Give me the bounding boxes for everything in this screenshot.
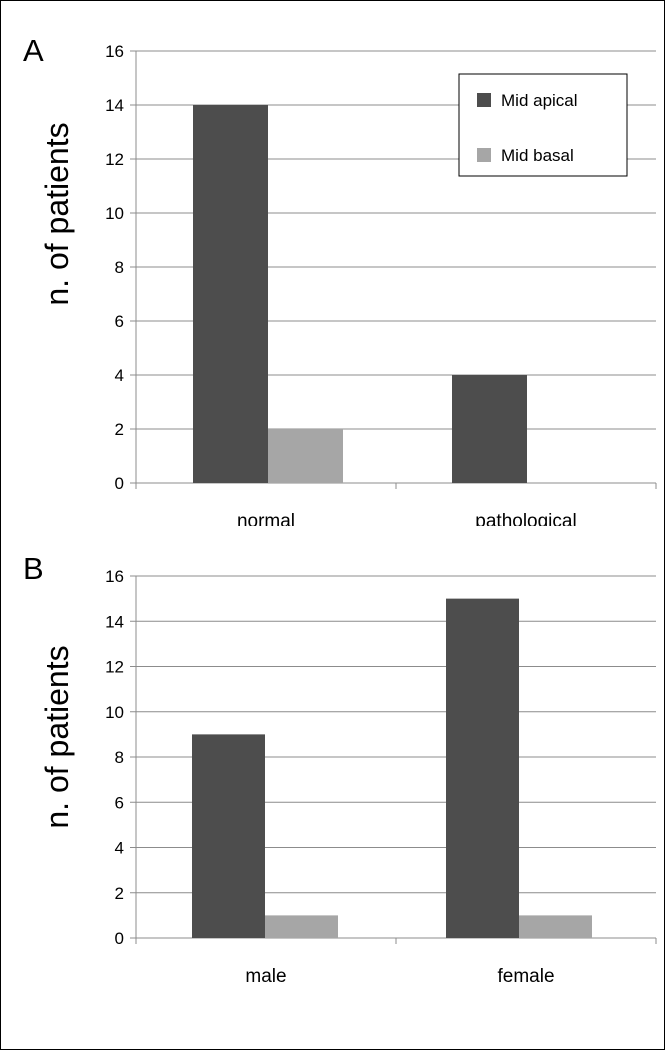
y-tick-label: 16	[105, 567, 124, 586]
y-tick-label: 12	[105, 150, 124, 169]
panel-label-a: A	[23, 33, 44, 68]
y-tick-label: 10	[105, 204, 124, 223]
chart-panel-a: A n. of patients 0 2 4 6 8 10 12 14 16 normal path…	[23, 33, 657, 526]
y-tick-label: 14	[105, 96, 124, 115]
y-tick-label: 4	[115, 366, 124, 385]
y-tick-label: 16	[105, 42, 124, 61]
legend-label-mid-basal: Mid basal	[501, 146, 574, 165]
plot-area-a: 0 2 4 6 8 10 12 14 16 normal pathological	[105, 42, 657, 526]
x-category-label: normal	[237, 511, 295, 526]
legend-a: Mid apical Mid basal	[458, 73, 628, 177]
panel-label-b: B	[23, 551, 44, 586]
y-tick-label: 0	[115, 474, 124, 493]
y-tick-label: 2	[115, 420, 124, 439]
y-tick-label: 6	[115, 312, 124, 331]
y-tick-label: 0	[115, 929, 124, 948]
y-tick-label: 6	[115, 793, 124, 812]
bar-mid-basal-male	[265, 915, 338, 938]
legend-swatch-mid-basal	[477, 148, 491, 162]
y-tick-label: 12	[105, 658, 124, 677]
y-axis-label-a: n. of patients	[39, 122, 75, 305]
y-tick-label: 2	[115, 884, 124, 903]
x-category-label: pathological	[475, 511, 576, 526]
bar-mid-basal-normal	[268, 429, 343, 483]
bar-mid-apical-female	[446, 598, 519, 938]
bar-mid-apical-normal	[193, 105, 268, 483]
y-tick-label: 14	[105, 612, 124, 631]
chart-panel-b: B n. of patients 0 2 4 6 8 10 12 14 16 male female	[23, 551, 657, 987]
y-tick-label: 10	[105, 703, 124, 722]
x-category-label: female	[497, 966, 554, 987]
legend-label-mid-apical: Mid apical	[501, 91, 578, 110]
bar-mid-apical-pathological	[452, 375, 527, 483]
legend-swatch-mid-apical	[477, 93, 491, 107]
y-axis-label-b: n. of patients	[39, 645, 75, 828]
x-category-label: male	[245, 966, 286, 987]
bar-mid-apical-male	[192, 734, 265, 938]
plot-area-b: 0 2 4 6 8 10 12 14 16 male female	[105, 567, 657, 987]
y-tick-label: 8	[115, 748, 124, 767]
bar-mid-basal-female	[519, 915, 592, 938]
y-tick-label: 4	[115, 839, 124, 858]
y-tick-label: 8	[115, 258, 124, 277]
